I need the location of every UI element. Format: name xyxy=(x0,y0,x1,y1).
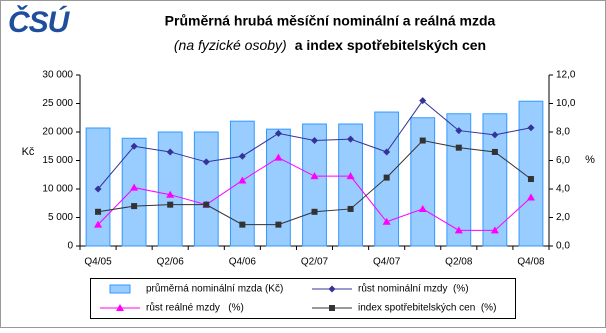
line-marker xyxy=(347,205,354,212)
line-marker xyxy=(130,183,139,191)
legend-marker xyxy=(328,285,336,293)
line-marker xyxy=(239,221,246,228)
legend-label: růst nominální mzdy (%) xyxy=(358,283,469,295)
line-marker xyxy=(346,172,355,180)
line-marker xyxy=(490,226,499,234)
subtitle-bold: a index spotřebitelských cen xyxy=(295,37,486,53)
line-marker xyxy=(274,153,283,161)
line-marker xyxy=(419,97,427,105)
line-marker xyxy=(238,152,246,160)
y2-axis-label: % xyxy=(585,154,595,166)
line-marker xyxy=(131,203,138,210)
line-marker xyxy=(383,148,391,156)
legend-marker xyxy=(116,304,124,311)
y2-tick-label: 8,0 xyxy=(556,127,570,138)
y2-tick-label: 4,0 xyxy=(556,184,570,195)
y-tick-label: 30 000 xyxy=(42,70,73,81)
y-tick-label: 5 000 xyxy=(48,212,73,223)
y2-tick-label: 12,0 xyxy=(556,70,576,81)
x-tick-label: Q4/05 xyxy=(84,257,112,268)
line-marker xyxy=(275,221,282,228)
bar xyxy=(266,128,291,247)
legend-label: růst reálné mzdy (%) xyxy=(146,302,244,314)
y-tick-label: 15 000 xyxy=(42,155,73,166)
bar xyxy=(193,131,219,247)
line-marker xyxy=(311,208,318,215)
y-tick-label: 20 000 xyxy=(42,127,73,138)
line-marker xyxy=(130,142,138,150)
y2-tick-label: 0,0 xyxy=(556,241,570,252)
line-marker xyxy=(491,131,499,139)
line-marker xyxy=(202,158,210,166)
bar xyxy=(121,137,147,247)
line-marker xyxy=(527,176,534,183)
line-marker xyxy=(455,144,462,151)
line-marker xyxy=(491,148,498,155)
bar xyxy=(482,113,508,247)
line-marker xyxy=(455,127,463,135)
line-marker xyxy=(383,174,390,181)
bar xyxy=(338,123,363,247)
x-tick-label: Q2/08 xyxy=(445,257,473,268)
legend-swatch xyxy=(109,284,131,294)
logo: ČSÚ xyxy=(8,5,71,39)
chart-subtitle: (na fyzické osoby) a index spotřebitelský… xyxy=(174,37,486,53)
x-tick-label: Q2/06 xyxy=(157,257,185,268)
subtitle-italic: (na fyzické osoby) xyxy=(174,37,287,53)
line-marker xyxy=(166,148,174,156)
line-marker xyxy=(418,204,427,212)
bar xyxy=(410,117,436,247)
y-tick-label: 0 xyxy=(67,241,73,252)
line-marker xyxy=(419,137,426,144)
line-marker xyxy=(526,193,535,201)
line-marker xyxy=(94,185,102,193)
line-marker xyxy=(382,217,391,225)
line-marker xyxy=(238,176,247,184)
bar xyxy=(518,100,544,247)
y2-tick-label: 6,0 xyxy=(556,155,570,166)
x-tick-label: Q4/07 xyxy=(373,257,401,268)
x-tick-label: Q4/08 xyxy=(517,257,545,268)
legend-marker xyxy=(329,305,335,311)
bar xyxy=(157,131,183,247)
line-marker xyxy=(167,201,174,208)
bar xyxy=(302,123,327,247)
line-marker xyxy=(166,190,175,198)
chart-title: Průměrná hrubá měsíční nominální a reáln… xyxy=(165,13,496,29)
line-marker xyxy=(94,220,103,228)
line-marker xyxy=(310,172,319,180)
legend-label: průměrná nominální mzda (Kč) xyxy=(146,283,283,295)
line-marker xyxy=(311,137,318,145)
line-marker xyxy=(527,124,535,132)
line-marker xyxy=(274,129,282,137)
line-marker xyxy=(347,135,355,143)
legend-label: index spotřebitelských cen (%) xyxy=(358,303,496,314)
y-tick-label: 25 000 xyxy=(42,98,73,109)
legend-box xyxy=(90,278,516,319)
y2-tick-label: 10,0 xyxy=(556,98,576,109)
y-tick-label: 10 000 xyxy=(42,184,73,195)
x-tick-label: Q2/07 xyxy=(301,257,329,268)
line-marker xyxy=(454,226,463,234)
y2-tick-label: 2,0 xyxy=(556,212,570,223)
x-tick-label: Q4/06 xyxy=(229,257,257,268)
line-marker xyxy=(95,208,102,215)
line-marker xyxy=(203,201,210,208)
y-axis-label: Kč xyxy=(22,146,35,158)
